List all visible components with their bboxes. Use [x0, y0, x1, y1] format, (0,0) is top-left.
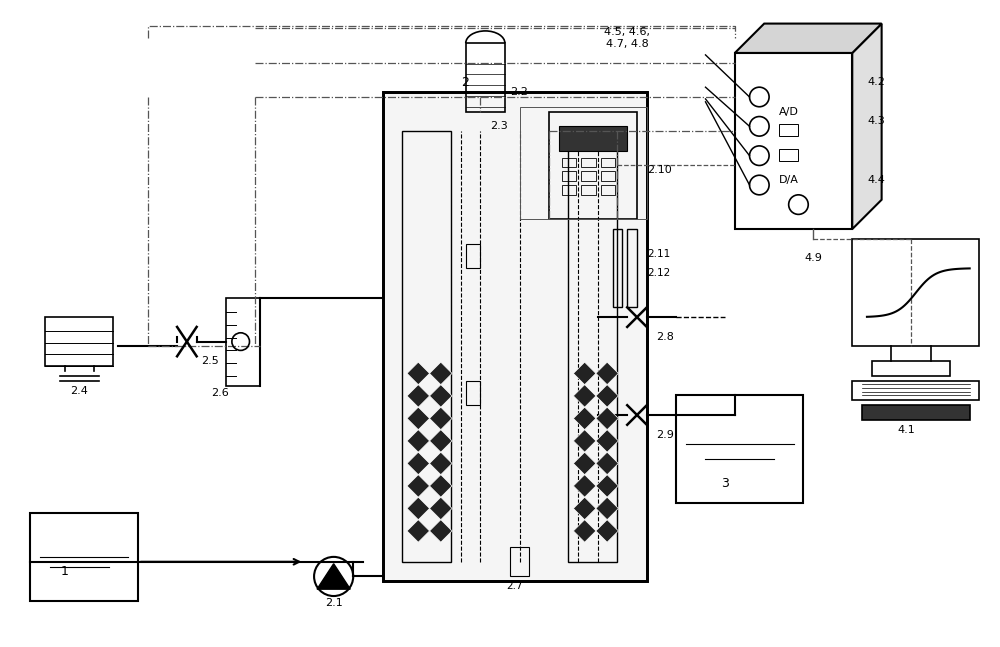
Polygon shape	[573, 430, 596, 452]
Bar	[559, 126, 627, 151]
Polygon shape	[430, 430, 452, 452]
Polygon shape	[573, 362, 596, 385]
Text: 2.10: 2.10	[647, 166, 672, 175]
Text: 2.2: 2.2	[510, 87, 528, 97]
Bar	[45, 317, 113, 366]
Text: 4.9: 4.9	[804, 254, 822, 263]
Polygon shape	[407, 385, 430, 407]
Bar	[601, 171, 615, 181]
Polygon shape	[573, 385, 596, 407]
Bar	[562, 185, 576, 195]
Bar	[466, 43, 505, 112]
Text: 2: 2	[461, 76, 469, 89]
Polygon shape	[317, 564, 350, 589]
Polygon shape	[852, 23, 882, 229]
Bar	[581, 158, 596, 168]
Polygon shape	[573, 407, 596, 430]
Polygon shape	[407, 430, 430, 452]
Polygon shape	[430, 362, 452, 385]
Text: 2.12: 2.12	[647, 268, 670, 278]
Polygon shape	[596, 520, 618, 542]
Text: 4.4: 4.4	[867, 175, 885, 185]
Text: 2.4: 2.4	[70, 386, 88, 395]
Bar	[510, 547, 529, 576]
Text: 2.1: 2.1	[325, 598, 343, 608]
Bar	[581, 185, 596, 195]
Bar	[627, 229, 637, 307]
Polygon shape	[596, 362, 618, 385]
Polygon shape	[596, 385, 618, 407]
Polygon shape	[407, 520, 430, 542]
Polygon shape	[430, 407, 452, 430]
Bar	[581, 171, 596, 181]
Bar	[779, 149, 798, 160]
Bar	[862, 405, 970, 420]
Polygon shape	[573, 475, 596, 497]
Bar	[383, 92, 647, 582]
Bar	[562, 158, 576, 168]
Polygon shape	[596, 452, 618, 475]
Text: D/A: D/A	[779, 175, 799, 185]
Text: 4.3: 4.3	[867, 116, 885, 126]
Polygon shape	[430, 520, 452, 542]
Bar	[613, 229, 622, 307]
Bar	[226, 298, 260, 386]
Bar	[520, 107, 647, 219]
Bar	[852, 239, 979, 347]
Polygon shape	[430, 452, 452, 475]
Text: 2.8: 2.8	[657, 332, 674, 342]
Bar	[402, 131, 451, 562]
Bar	[601, 185, 615, 195]
Polygon shape	[596, 475, 618, 497]
Polygon shape	[596, 497, 618, 520]
Bar	[30, 513, 138, 601]
Bar	[568, 131, 617, 562]
Bar	[676, 395, 803, 503]
Polygon shape	[735, 23, 882, 53]
Text: 4.2: 4.2	[867, 77, 885, 87]
Bar	[466, 380, 480, 405]
Text: 4.1: 4.1	[897, 424, 915, 435]
Text: 2.11: 2.11	[647, 248, 670, 259]
Polygon shape	[407, 497, 430, 520]
Bar	[562, 171, 576, 181]
Text: 1: 1	[61, 565, 68, 578]
Text: 2.6: 2.6	[211, 388, 229, 399]
Polygon shape	[573, 497, 596, 520]
Polygon shape	[573, 452, 596, 475]
Bar	[601, 158, 615, 168]
Polygon shape	[430, 475, 452, 497]
Bar	[466, 244, 480, 269]
Text: 2.5: 2.5	[202, 356, 219, 366]
Text: 2.3: 2.3	[490, 122, 508, 131]
Bar	[549, 112, 637, 219]
Polygon shape	[596, 430, 618, 452]
Bar	[383, 92, 647, 582]
Polygon shape	[573, 520, 596, 542]
Polygon shape	[407, 452, 430, 475]
Bar	[852, 380, 979, 400]
Text: A/D: A/D	[779, 107, 799, 116]
Polygon shape	[407, 407, 430, 430]
Bar	[735, 53, 852, 229]
Text: 2.9: 2.9	[657, 430, 674, 439]
Polygon shape	[407, 475, 430, 497]
Text: 3: 3	[721, 477, 729, 490]
Text: 2.7: 2.7	[506, 581, 523, 591]
Polygon shape	[407, 362, 430, 385]
Polygon shape	[596, 407, 618, 430]
Polygon shape	[430, 385, 452, 407]
Polygon shape	[430, 497, 452, 520]
Bar	[872, 361, 950, 376]
Bar	[779, 124, 798, 136]
Text: 4.5, 4.6,
4.7, 4.8: 4.5, 4.6, 4.7, 4.8	[604, 27, 650, 49]
